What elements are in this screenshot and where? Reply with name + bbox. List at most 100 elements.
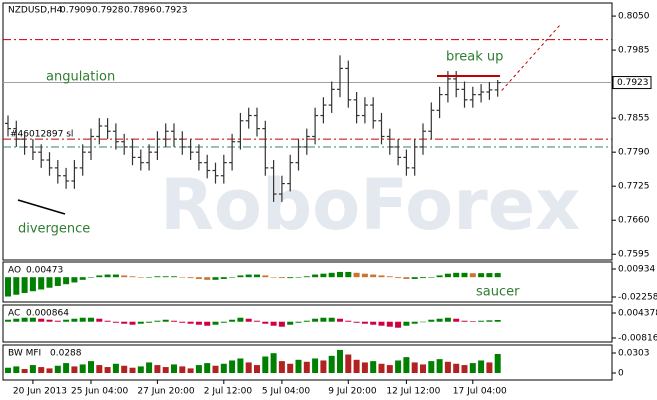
histogram-bar bbox=[129, 367, 136, 374]
histogram-bar bbox=[303, 361, 310, 374]
histogram-bar bbox=[137, 366, 144, 374]
histogram-bar bbox=[386, 365, 393, 374]
histogram-bar bbox=[63, 319, 70, 322]
histogram-bar bbox=[486, 362, 493, 374]
indicator-value: 0.0288 bbox=[50, 349, 82, 359]
histogram-bar bbox=[320, 273, 327, 278]
histogram-bar bbox=[179, 277, 186, 278]
histogram-bar bbox=[444, 361, 451, 374]
x-tick-label: 9 Jul 20:00 bbox=[328, 387, 377, 397]
histogram-bar bbox=[278, 277, 285, 279]
histogram-bar bbox=[204, 321, 211, 326]
histogram-bar bbox=[328, 355, 335, 374]
histogram-bar bbox=[478, 273, 485, 278]
y-tick-label: -0.02258 bbox=[618, 293, 657, 303]
histogram-bar bbox=[104, 274, 111, 278]
histogram-bar bbox=[229, 360, 236, 374]
histogram-bar bbox=[229, 319, 236, 322]
histogram-bar bbox=[320, 317, 327, 322]
histogram-bar bbox=[96, 365, 103, 374]
histogram-bar bbox=[312, 318, 319, 322]
histogram-bar bbox=[345, 320, 352, 322]
histogram-bar bbox=[420, 364, 426, 374]
histogram-bar bbox=[254, 274, 260, 278]
indicator-title: AO bbox=[8, 266, 21, 276]
histogram-bar bbox=[187, 368, 194, 374]
histogram-bar bbox=[162, 276, 169, 278]
histogram-bar bbox=[146, 277, 153, 278]
histogram-bar bbox=[486, 320, 493, 322]
panel bbox=[2, 2, 613, 261]
histogram-bar bbox=[420, 277, 426, 279]
x-tick-label: 5 Jul 04:00 bbox=[262, 387, 311, 397]
histogram-bar bbox=[469, 321, 476, 322]
histogram-bar bbox=[245, 274, 252, 278]
histogram-bar bbox=[237, 358, 244, 374]
y-tick-label: 0.7790 bbox=[618, 148, 650, 158]
histogram-bar bbox=[303, 320, 310, 322]
y-tick-label: 0.7985 bbox=[618, 46, 650, 56]
histogram-bar bbox=[254, 365, 260, 374]
histogram-bar bbox=[453, 272, 460, 278]
histogram-bar bbox=[444, 273, 451, 278]
histogram-bar bbox=[112, 321, 119, 323]
histogram-bar bbox=[312, 274, 319, 278]
histogram-bar bbox=[436, 275, 443, 278]
histogram-bar bbox=[461, 272, 468, 278]
histogram-bar bbox=[29, 317, 36, 322]
histogram-bar bbox=[494, 320, 501, 322]
histogram-bar bbox=[63, 363, 70, 374]
current-price-label: 0.7923 bbox=[617, 78, 649, 88]
histogram-bar bbox=[469, 363, 476, 374]
y-tick-label: 0.7855 bbox=[618, 114, 650, 124]
chart-title: NZDUSD,H4 bbox=[8, 6, 63, 16]
histogram-bar bbox=[195, 277, 202, 279]
histogram-bar bbox=[262, 321, 269, 324]
histogram-bar bbox=[129, 321, 136, 325]
histogram-bar bbox=[79, 317, 86, 322]
annotation: break up bbox=[446, 50, 503, 65]
histogram-bar bbox=[54, 277, 61, 286]
histogram-bar bbox=[337, 349, 343, 374]
histogram-bar bbox=[54, 320, 61, 322]
divergence-line bbox=[17, 199, 66, 215]
histogram-bar bbox=[21, 277, 28, 293]
x-tick-label: 12 Jul 12:00 bbox=[386, 387, 440, 397]
histogram-bar bbox=[154, 320, 161, 322]
histogram-bar bbox=[5, 277, 11, 297]
histogram-bar bbox=[254, 320, 260, 322]
current-price-box bbox=[612, 76, 652, 90]
histogram-bar bbox=[5, 319, 11, 322]
annotation: saucer bbox=[476, 285, 520, 300]
histogram-bar bbox=[411, 277, 418, 279]
histogram-bar bbox=[46, 319, 53, 322]
histogram-bar bbox=[353, 359, 360, 374]
histogram-bar bbox=[212, 365, 219, 374]
histogram-bar bbox=[46, 368, 53, 374]
histogram-bar bbox=[295, 321, 302, 323]
histogram-bar bbox=[278, 321, 285, 327]
histogram-bar bbox=[220, 277, 227, 279]
projection bbox=[501, 24, 561, 91]
histogram-bar bbox=[154, 365, 161, 374]
histogram-bar bbox=[79, 277, 86, 280]
histogram-bar bbox=[162, 367, 169, 374]
histogram-bar bbox=[486, 273, 493, 278]
histogram-bar bbox=[478, 360, 485, 374]
histogram-bar bbox=[21, 317, 28, 322]
indicator-value: 0.000864 bbox=[26, 309, 69, 319]
level-label: #46012897 sl bbox=[10, 130, 73, 140]
indicator-title: BW MFI bbox=[8, 349, 41, 359]
histogram-bar bbox=[204, 277, 211, 280]
histogram-bar bbox=[129, 276, 136, 278]
histogram-bar bbox=[179, 321, 186, 323]
indicator-value: 0.00473 bbox=[26, 266, 63, 276]
histogram-bar bbox=[96, 275, 103, 278]
histogram-bar bbox=[361, 362, 368, 374]
histogram-bar bbox=[403, 357, 410, 374]
x-tick-label: 20 Jun 2013 bbox=[13, 387, 67, 397]
histogram-bar bbox=[287, 321, 294, 325]
histogram-bar bbox=[386, 276, 393, 278]
histogram-bar bbox=[494, 273, 501, 278]
histogram-bar bbox=[303, 276, 310, 278]
